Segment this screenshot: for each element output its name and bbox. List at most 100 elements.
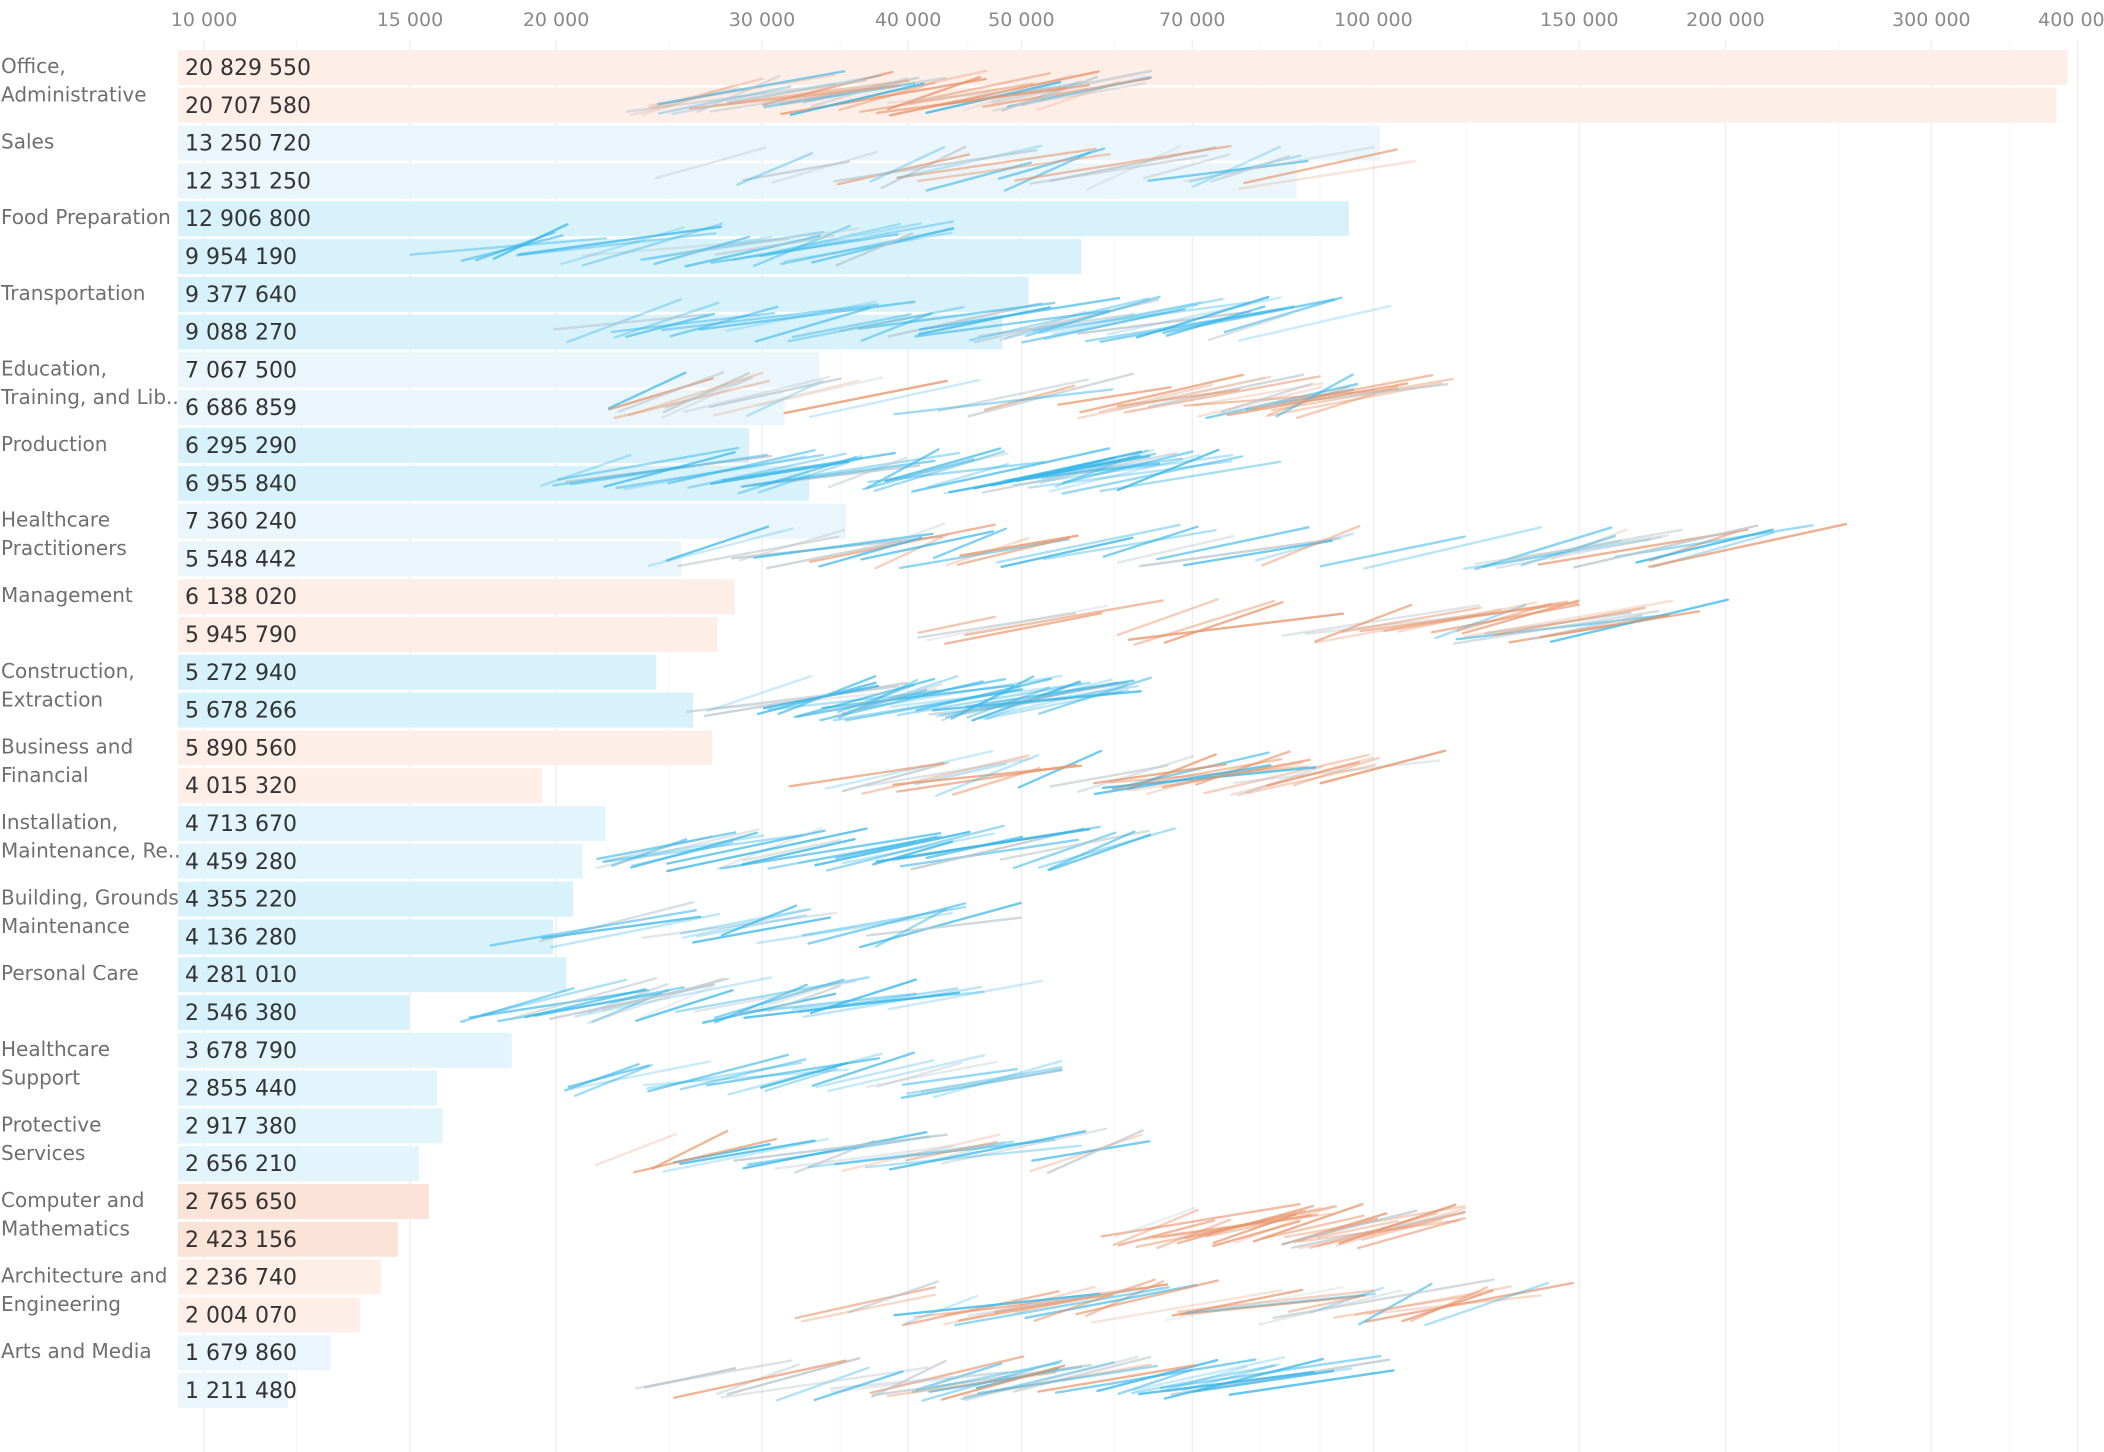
bar-value-label: 6 138 020 [185, 585, 297, 610]
bar [178, 88, 2056, 123]
bar-value-label: 5 890 560 [185, 736, 297, 761]
bar-value-label: 2 004 070 [185, 1303, 297, 1328]
category-label: Healthcare [1, 1037, 110, 1061]
category-label: Protective [1, 1112, 101, 1136]
x-tick-label: 200 000 [1686, 9, 1765, 31]
category-label: Production [1, 432, 107, 456]
bar-value-label: 2 423 156 [185, 1228, 297, 1253]
x-tick-label: 70 000 [1159, 9, 1225, 31]
category-label: Administrative [1, 83, 147, 107]
x-tick-label: 300 000 [1892, 9, 1971, 31]
category-label: Arts and Media [1, 1339, 152, 1363]
wage-line [961, 536, 1078, 556]
bar-value-label: 4 281 010 [185, 963, 297, 988]
wage-line [945, 613, 1101, 644]
bar-value-label: 4 713 670 [185, 812, 297, 837]
bar-value-label: 2 656 210 [185, 1152, 297, 1177]
category-label: Personal Care [1, 961, 139, 985]
wage-line [571, 1061, 710, 1089]
x-axis: 10 000 15 000 20 000 30 000 40 000 50 000 70 0… [171, 9, 2104, 31]
category-label: Training, and Lib.. [0, 385, 179, 409]
category-label: Extraction [1, 687, 103, 711]
bar-value-label: 1 679 860 [185, 1341, 297, 1366]
category-label: Business and [1, 734, 133, 758]
category-label: Financial [1, 763, 89, 787]
bar-value-label: 6 955 840 [185, 472, 297, 497]
bar-value-label: 3 678 790 [185, 1039, 297, 1064]
bar-value-label: 7 067 500 [185, 358, 297, 383]
wage-line [596, 1134, 675, 1165]
bar-value-label: 2 236 740 [185, 1266, 297, 1291]
x-tick-label: 30 000 [729, 9, 795, 31]
bar [178, 50, 2068, 85]
wage-line [1263, 526, 1360, 565]
category-label: Sales [1, 130, 54, 154]
x-tick-label: 150 000 [1540, 9, 1619, 31]
category-label: Management [1, 583, 133, 607]
bar-value-label: 9 088 270 [185, 321, 297, 346]
bar-value-label: 5 678 266 [185, 699, 297, 724]
category-label: Mathematics [1, 1217, 130, 1241]
category-label: Healthcare [1, 508, 110, 532]
category-label: Transportation [0, 281, 145, 305]
bar-value-label: 4 015 320 [185, 774, 297, 799]
bar-value-label: 4 136 280 [185, 925, 297, 950]
wage-line [1032, 1141, 1149, 1160]
x-tick-label: 40 000 [875, 9, 941, 31]
category-label: Support [1, 1065, 80, 1089]
category-label: Practitioners [1, 536, 127, 560]
wage-line [645, 1368, 735, 1387]
category-label: Food Preparation [1, 205, 171, 229]
category-label: Engineering [1, 1292, 121, 1316]
bar-value-label: 2 765 650 [185, 1190, 297, 1215]
category-label: Computer and [1, 1188, 144, 1212]
category-label: Maintenance, Re.. [1, 839, 181, 863]
category-label: Installation, [1, 810, 118, 834]
bar-value-label: 5 548 442 [185, 547, 297, 572]
category-label: Architecture and [1, 1264, 167, 1288]
bar-value-label: 4 355 220 [185, 888, 297, 913]
x-tick-label: 50 000 [988, 9, 1054, 31]
wage-line [1100, 307, 1293, 342]
bar-value-label: 20 829 550 [185, 56, 311, 81]
x-tick-label: 400 000 [2038, 9, 2104, 31]
bar-value-label: 1 211 480 [185, 1379, 297, 1404]
bar-value-label: 4 459 280 [185, 850, 297, 875]
wage-line [1209, 314, 1290, 340]
bar [178, 277, 1029, 312]
category-label: Services [1, 1141, 85, 1165]
wage-line [1135, 601, 1274, 645]
bar [178, 201, 1349, 236]
category-label: Education, [1, 356, 107, 380]
bar-value-label: 13 250 720 [185, 132, 311, 157]
wage-line [575, 1065, 651, 1096]
category-label: Maintenance [1, 914, 130, 938]
bars [178, 50, 2068, 1408]
bar-value-label: 9 954 190 [185, 245, 297, 270]
wage-line [1184, 541, 1332, 565]
category-label: Construction, [1, 659, 135, 683]
bar-value-label: 5 945 790 [185, 623, 297, 648]
bar [178, 126, 1380, 161]
bar-value-label: 5 272 940 [185, 661, 297, 686]
wage-line [927, 606, 1106, 640]
category-label: Office, [1, 54, 66, 78]
x-tick-label: 15 000 [377, 9, 443, 31]
bar-value-label: 9 377 640 [185, 283, 297, 308]
bar-value-label: 20 707 580 [185, 94, 311, 119]
bar-value-label: 2 855 440 [185, 1077, 297, 1102]
x-tick-label: 10 000 [171, 9, 237, 31]
x-tick-label: 20 000 [523, 9, 589, 31]
category-labels: Office, Administrative Sales Food Preparati… [0, 54, 181, 1363]
category-label: Building, Grounds [1, 886, 179, 910]
bar-value-label: 2 546 380 [185, 1001, 297, 1026]
bar-value-label: 6 686 859 [185, 396, 297, 421]
bar-value-label: 12 906 800 [185, 207, 311, 232]
x-tick-label: 100 000 [1334, 9, 1413, 31]
wage-line [1118, 536, 1233, 563]
bar-value-label: 12 331 250 [185, 169, 311, 194]
bar-value-label: 2 917 380 [185, 1114, 297, 1139]
wage-line [1019, 751, 1101, 787]
bar-value-label: 7 360 240 [185, 510, 297, 535]
